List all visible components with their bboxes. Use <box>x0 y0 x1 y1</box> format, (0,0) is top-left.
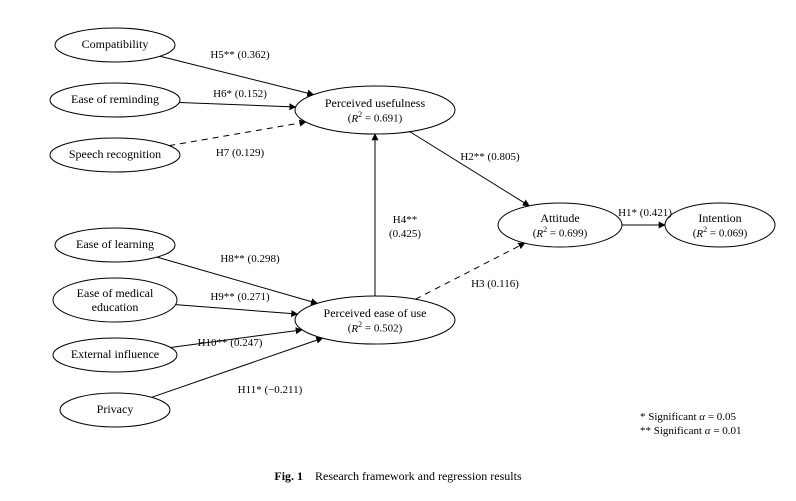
research-framework-diagram: Compatibility Ease of reminding Speech rec… <box>0 0 796 501</box>
node-sub-intent: (R2 = 0.069) <box>693 225 748 240</box>
edge-label-h4: H4** <box>393 214 417 226</box>
node-label-remind: Ease of reminding <box>71 92 159 106</box>
edge-label-h11: H11* (−0.211) <box>238 384 303 396</box>
edge-label-h2: H2** (0.805) <box>460 151 520 163</box>
edge-label-h7: H7 (0.129) <box>216 147 265 159</box>
edge-h3 <box>415 243 524 299</box>
node-intent <box>665 203 775 247</box>
node-pu <box>295 86 455 134</box>
edge-h7 <box>169 122 305 146</box>
edge-label2-h4: (0.425) <box>389 228 421 240</box>
node-label-attitude: Attitude <box>540 211 579 225</box>
legend-alpha05: * Significant α = 0.05 <box>640 411 737 423</box>
node-sub-attitude: (R2 = 0.699) <box>533 225 588 240</box>
node-peou <box>295 296 455 344</box>
node-label2-meded: education <box>92 300 139 314</box>
edge-label-h5: H5** (0.362) <box>210 49 270 61</box>
node-label-meded: Ease of medical <box>77 286 154 300</box>
node-label-learn: Ease of learning <box>76 237 154 251</box>
node-label-peou: Perceived ease of use <box>324 306 427 320</box>
figure-caption: Fig. 1 Research framework and regression… <box>274 469 522 483</box>
edge-label-h8: H8** (0.298) <box>220 253 280 265</box>
node-label-compat: Compatibility <box>82 37 149 51</box>
node-label-speech: Speech recognition <box>69 147 161 161</box>
node-label-intent: Intention <box>698 211 741 225</box>
node-label-extinf: External influence <box>71 347 159 361</box>
edge-h2 <box>410 132 529 206</box>
edge-label-h3: H3 (0.116) <box>471 278 519 290</box>
node-sub-pu: (R2 = 0.691) <box>348 110 403 125</box>
edge-label-h9: H9** (0.271) <box>210 291 270 303</box>
edge-label-h10: H10** (0.247) <box>198 337 263 349</box>
edge-label-h6: H6* (0.152) <box>213 88 267 100</box>
node-sub-peou: (R2 = 0.502) <box>348 320 403 335</box>
node-attitude <box>498 203 622 247</box>
node-label-privacy: Privacy <box>97 402 134 416</box>
legend-alpha01: ** Significant α = 0.01 <box>640 425 742 437</box>
edge-h9 <box>176 305 298 314</box>
edge-label-h1: H1* (0.421) <box>618 207 672 219</box>
edge-h6 <box>179 102 295 106</box>
node-label-pu: Perceived usefulness <box>325 96 426 110</box>
